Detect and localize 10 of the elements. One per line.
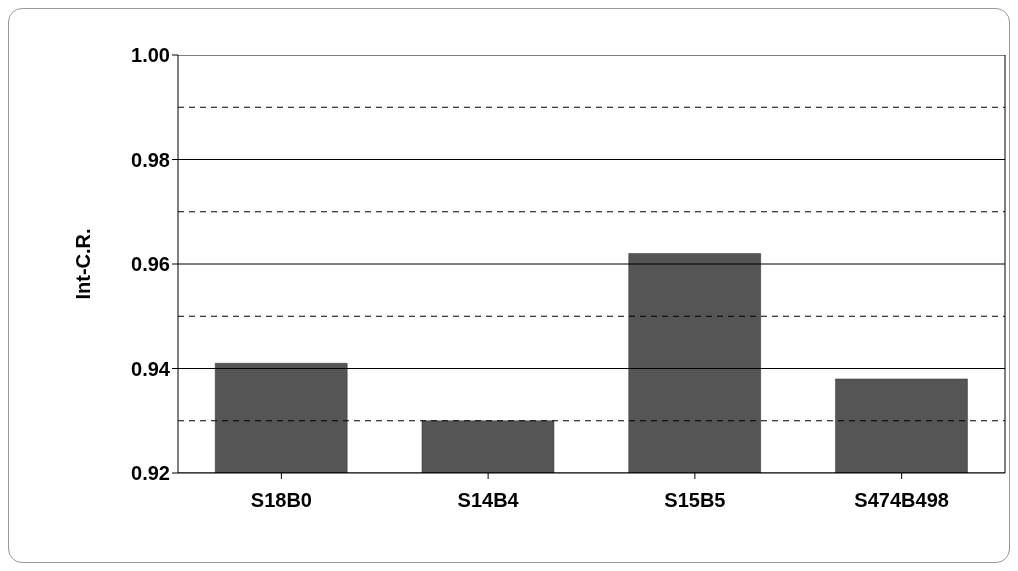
y-tick-label: 0.92 [131,462,170,485]
y-tick-label: 0.96 [131,253,170,276]
y-axis-title: Int-C.R. [72,228,95,300]
y-tick-label: 1.00 [131,44,170,67]
x-tick-label: S15B5 [664,489,726,512]
x-tick-label: S18B0 [250,489,312,512]
x-tick-label: S474B498 [854,489,949,512]
x-tick-label: S14B4 [457,489,520,512]
y-tick-label: 0.94 [131,357,171,380]
y-tick-label: 0.98 [131,148,170,171]
